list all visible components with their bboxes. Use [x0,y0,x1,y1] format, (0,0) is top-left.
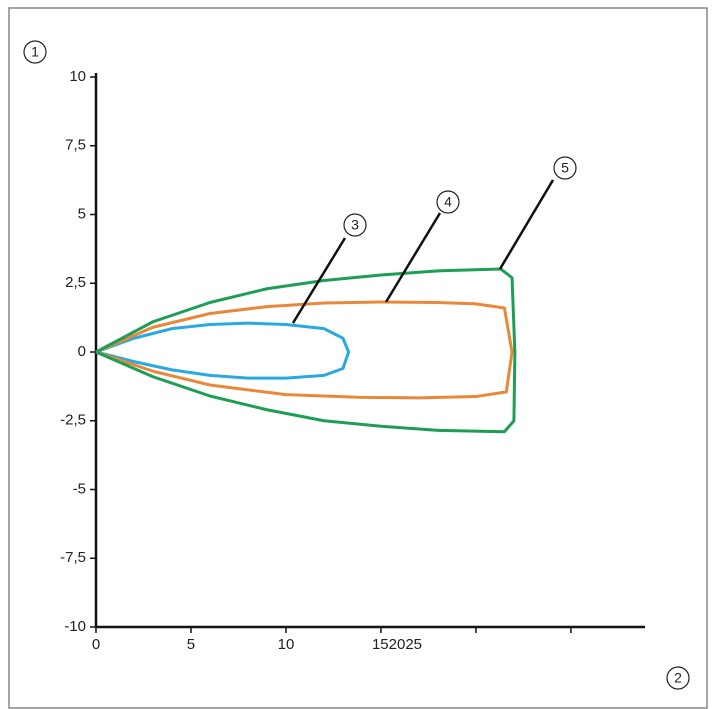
curve-label: 5 [561,160,569,176]
leader-line [384,212,442,303]
y-axis-label: 1 [31,44,39,60]
curve [95,321,351,380]
x-tick-label: 15 [372,636,389,653]
y-tick-label: 10 [69,68,86,85]
x-axis-label-circle [666,666,690,690]
y-tick-label: -2,5 [60,412,86,429]
leader-line [291,237,347,324]
curve [95,300,514,400]
x-tick-label: 25 [405,636,422,653]
y-tick-label: -7,5 [60,549,86,566]
y-tick-label: -10 [64,618,86,635]
y-tick-label: 5 [78,205,86,222]
curve-label: 4 [444,194,452,210]
y-tick-label: 7,5 [65,137,86,154]
curve-label-circle [553,156,577,180]
x-axis-label: 2 [674,670,682,686]
y-axis-label-circle [23,40,47,64]
x-tick-label: 0 [92,636,100,653]
y-tick-label: 2,5 [65,274,86,291]
x-tick-label: 10 [278,636,295,653]
leader-line [498,179,555,270]
curve-label: 3 [351,217,359,233]
y-tick-label: 0 [78,343,86,360]
curve [95,267,517,434]
curve-label-circle [436,190,460,214]
frame [8,7,708,709]
x-tick-label: 5 [187,636,195,653]
y-tick-label: -5 [73,480,86,497]
x-tick-label: 20 [389,636,406,653]
curve-label-circle [343,213,367,237]
